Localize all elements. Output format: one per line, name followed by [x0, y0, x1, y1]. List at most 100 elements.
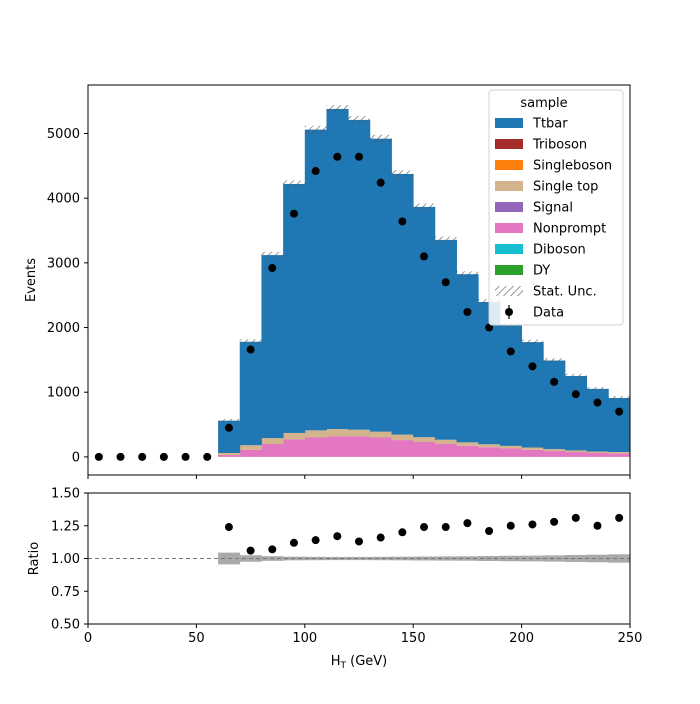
data-point [246, 345, 255, 354]
data-point [593, 398, 602, 407]
bar-single-top [521, 447, 544, 450]
ratio-plot: 0.50 0.75 1.00 1.25 1.50 0 50 100 150 200 250 Ratio… [27, 487, 642, 672]
data-point [398, 217, 407, 226]
ratio-point [246, 546, 255, 555]
stat-unc-band [326, 105, 349, 113]
data-point [181, 452, 190, 461]
ratio-point [528, 520, 537, 529]
ratio-y-tick-label: 1.25 [51, 519, 80, 534]
bar-ttbar [478, 301, 501, 445]
legend-swatch-diboson [495, 244, 523, 254]
x-tick-label: 150 [401, 631, 426, 646]
data-point [376, 178, 385, 187]
bar-ttbar [564, 376, 588, 451]
bar-nonprompt [564, 452, 588, 457]
y-tick-label: 1000 [47, 386, 80, 401]
ratio-point [615, 513, 624, 522]
ratio-point [268, 545, 277, 554]
ratio-point [463, 519, 472, 528]
bar-nonprompt [608, 453, 630, 457]
x-axis-label-base: H [331, 654, 341, 669]
y-tick-label: 5000 [47, 127, 80, 142]
ratio-point [376, 533, 385, 542]
ratio-point [485, 526, 494, 535]
bar-single-top [326, 429, 349, 437]
bar-nonprompt [521, 449, 544, 457]
ratio-y-axis-label: Ratio [27, 542, 42, 575]
legend-label-stat-unc: Stat. Unc. [533, 285, 597, 300]
bar-ttbar [456, 274, 479, 443]
ratio-unc-band [586, 554, 609, 563]
stack-bars [218, 105, 630, 457]
ratio-y-tick-label: 0.50 [51, 618, 80, 633]
ratio-point [420, 523, 429, 532]
x-tick-label: 50 [188, 631, 205, 646]
ratio-y-tick-label: 1.50 [51, 487, 80, 502]
bar-single-top [348, 429, 371, 437]
y-tick-label: 3000 [47, 256, 80, 271]
ratio-point [333, 532, 342, 541]
data-point [550, 377, 559, 386]
x-tick-label: 0 [84, 631, 92, 646]
x-axis-label: HT (GeV) [331, 654, 388, 671]
legend-title: sample [520, 96, 567, 111]
bar-nonprompt [261, 443, 284, 457]
bar-single-top [413, 437, 436, 443]
bar-single-top [283, 432, 306, 440]
stat-unc-band [304, 125, 327, 134]
bar-ttbar [261, 255, 284, 439]
stat-unc-band [543, 358, 565, 363]
data-point [615, 407, 624, 416]
stat-unc-band [239, 339, 262, 345]
legend-label-diboson: Diboson [533, 243, 586, 258]
bar-ttbar [413, 206, 436, 438]
data-point [420, 252, 429, 261]
bar-nonprompt [478, 447, 501, 457]
bar-single-top [304, 430, 327, 438]
bar-ttbar [218, 420, 241, 454]
legend-swatch-single-top [495, 181, 523, 191]
bar-nonprompt [218, 454, 241, 457]
legend-label-nonprompt: Nonprompt [533, 222, 606, 237]
bar-single-top [586, 451, 609, 454]
bar-nonprompt [283, 439, 306, 457]
bar-single-top [391, 434, 414, 441]
bar-nonprompt [456, 445, 479, 457]
stat-unc-band [586, 386, 609, 391]
ratio-unc-band [564, 554, 588, 563]
bar-ttbar [521, 342, 544, 448]
legend-label-singleboson: Singleboson [533, 159, 612, 174]
ratio-point [550, 517, 559, 526]
data-point [441, 278, 450, 287]
bar-nonprompt [543, 451, 566, 457]
bar-ttbar [586, 388, 609, 452]
data-point [268, 264, 277, 273]
ratio-unc-band [326, 556, 349, 561]
bar-ttbar [608, 398, 630, 453]
stat-unc-band [218, 419, 240, 423]
bar-ttbar [304, 129, 327, 431]
data-point [138, 452, 147, 461]
x-axis-label-sub: T [340, 661, 347, 671]
data-point [311, 167, 320, 176]
ratio-point [506, 521, 515, 530]
ratio-unc-band [369, 556, 392, 561]
data-point [463, 308, 472, 317]
legend-label-single-top: Single top [533, 180, 598, 195]
data-point [485, 323, 494, 332]
bar-single-top [434, 439, 457, 444]
stat-unc-band [391, 170, 414, 178]
stat-unc-band [413, 203, 435, 211]
stat-unc-band [456, 271, 479, 278]
legend: sample Ttbar Triboson Singleboson Single top… [488, 89, 624, 326]
stat-unc-band [608, 396, 630, 400]
bar-ttbar [283, 183, 306, 433]
bar-single-top [456, 442, 479, 446]
bar-nonprompt [391, 440, 414, 457]
legend-label-triboson: Triboson [532, 138, 587, 153]
y-tick-label: 2000 [47, 321, 80, 336]
ratio-point [289, 538, 298, 547]
ratio-point [593, 521, 602, 530]
